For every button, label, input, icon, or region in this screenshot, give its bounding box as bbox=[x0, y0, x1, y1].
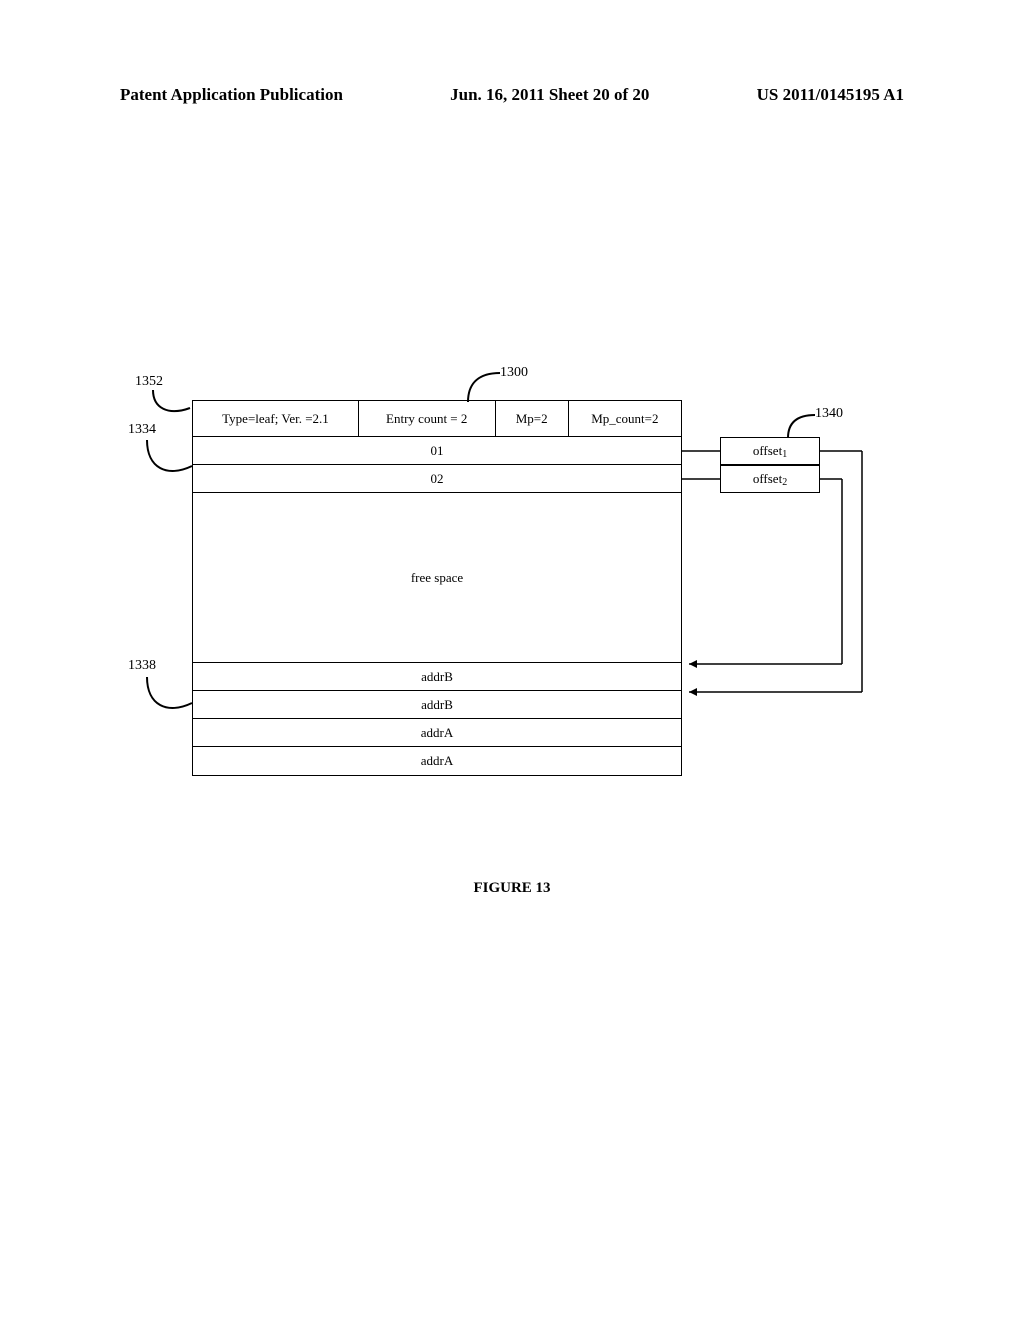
entry-row-1: 01 bbox=[193, 437, 681, 465]
brace-1338-icon bbox=[142, 675, 194, 721]
block-header-row: Type=leaf; Ver. =2.1 Entry count = 2 Mp=… bbox=[193, 401, 681, 437]
connector-offset2-line bbox=[682, 465, 862, 690]
figure-caption: FIGURE 13 bbox=[473, 880, 550, 897]
addr-row-2: addrB bbox=[193, 691, 681, 719]
refnum-1352-text: 1352 bbox=[135, 374, 163, 389]
header-cell-mp: Mp=2 bbox=[496, 401, 569, 436]
page-header: Patent Application Publication Jun. 16, … bbox=[0, 85, 1024, 105]
refnum-1338: 1338 bbox=[128, 658, 156, 674]
header-cell-entrycount: Entry count = 2 bbox=[359, 401, 496, 436]
header-mid: Jun. 16, 2011 Sheet 20 of 20 bbox=[450, 85, 649, 105]
brace-1334-icon bbox=[142, 438, 194, 484]
free-space-row: free space bbox=[193, 493, 681, 663]
leaf-node-block: Type=leaf; Ver. =2.1 Entry count = 2 Mp=… bbox=[192, 400, 682, 776]
addr-row-3: addrA bbox=[193, 719, 681, 747]
brace-1352-icon bbox=[148, 388, 193, 422]
addr-row-1: addrB bbox=[193, 663, 681, 691]
header-cell-type: Type=leaf; Ver. =2.1 bbox=[193, 401, 359, 436]
addr-row-4: addrA bbox=[193, 747, 681, 775]
refnum-1338-text: 1338 bbox=[128, 658, 156, 673]
entry-row-2: 02 bbox=[193, 465, 681, 493]
header-right: US 2011/0145195 A1 bbox=[757, 85, 904, 105]
header-cell-mpcount: Mp_count=2 bbox=[569, 401, 681, 436]
refnum-1334-text: 1334 bbox=[128, 422, 156, 437]
refnum-1334: 1334 bbox=[128, 422, 156, 438]
header-left: Patent Application Publication bbox=[120, 85, 343, 105]
